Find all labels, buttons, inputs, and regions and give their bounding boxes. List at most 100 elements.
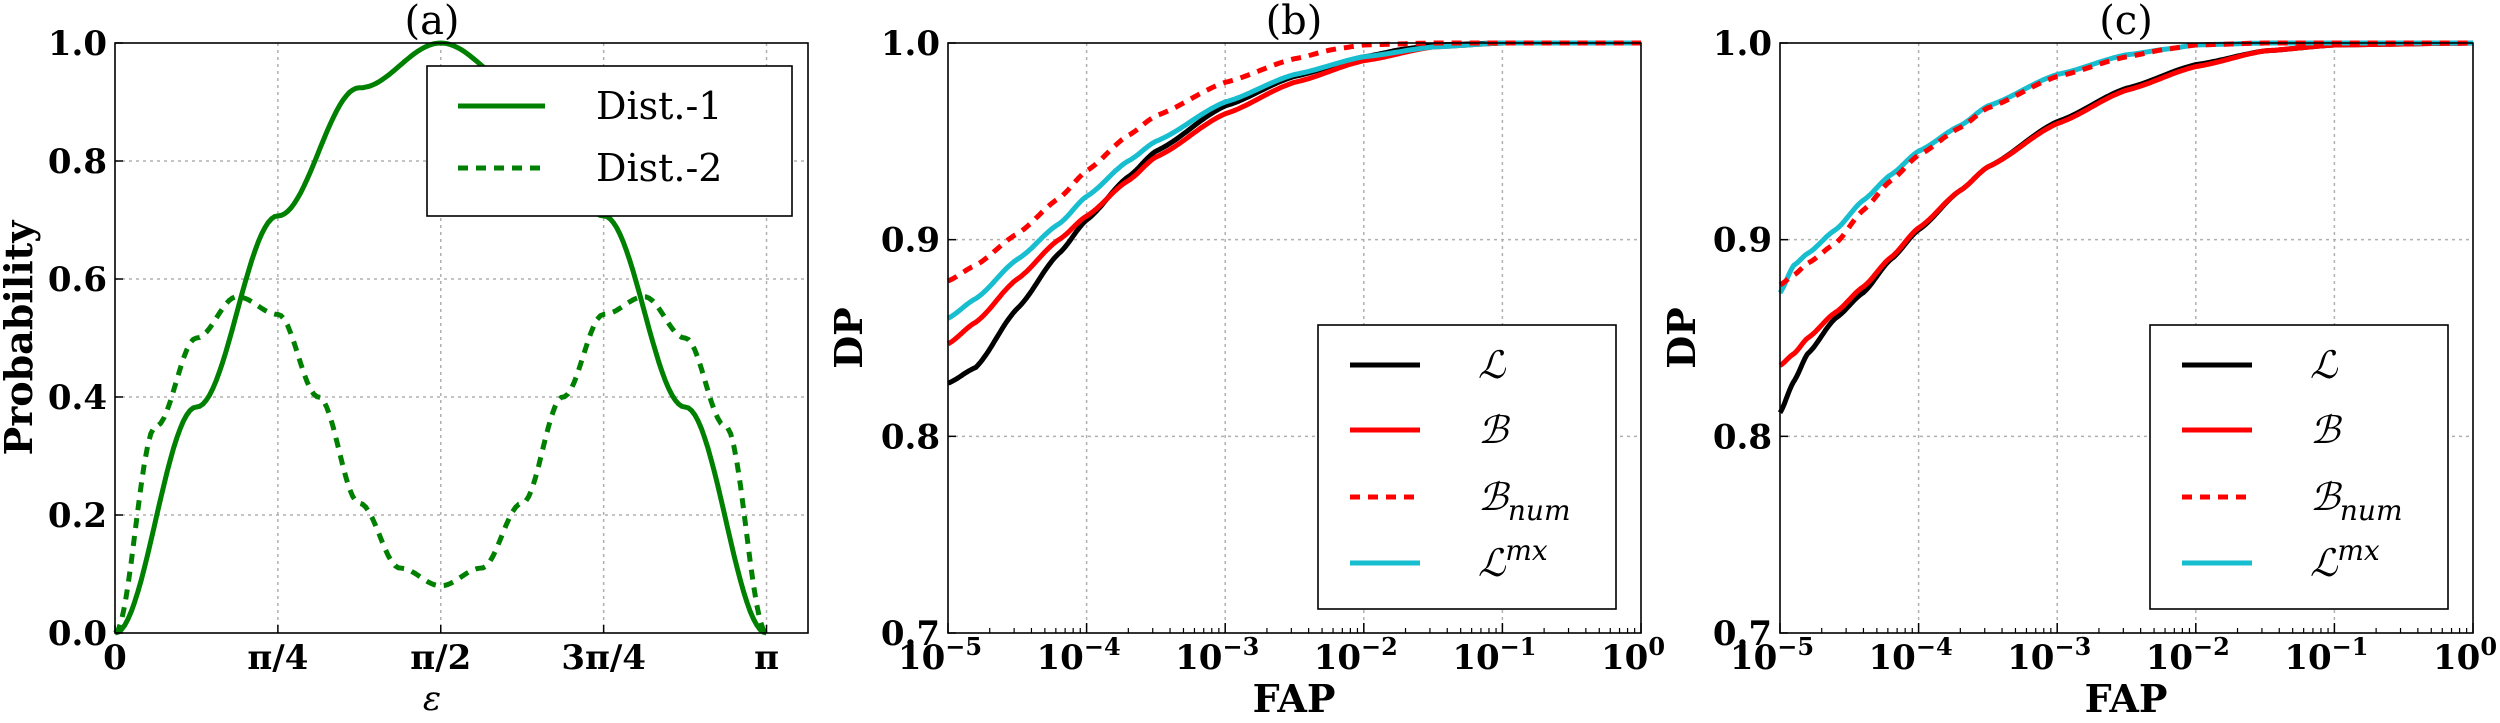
x-tick-label-exp: −5	[1777, 632, 1814, 661]
series-line-Lmx	[1777, 40, 2473, 295]
x-tick-label-exp: −1	[2332, 632, 2369, 661]
x-tick-label-base: 10	[898, 638, 945, 678]
x-tick-label-exp: −5	[945, 632, 982, 661]
panel-c-y-label: DP	[1659, 307, 1704, 369]
panel-b-frame	[947, 42, 1642, 634]
panel-c-lines	[1777, 40, 2474, 415]
legend-label-B: ℬ	[1478, 408, 1511, 452]
y-tick-label: 0.4	[48, 378, 107, 418]
legend-label-Lmx-c: ℒmx	[2310, 534, 2380, 585]
panel-c-x-ticks: 10−5 10−4 10−3 10−2 10−1 100	[1730, 623, 2497, 678]
panel-a-frame	[114, 42, 809, 634]
y-tick-label: 0.0	[48, 614, 107, 654]
panel-b-title: (b)	[1266, 0, 1323, 44]
y-tick-label: 0.2	[48, 496, 107, 536]
legend-label-Lmx-base: ℒ	[1478, 541, 1507, 585]
panel-c-title: (c)	[2099, 0, 2153, 44]
x-tick-label-base: 10	[1314, 638, 1361, 678]
panel-a-title: (a)	[404, 0, 459, 44]
panel-a-y-label: Probability	[0, 220, 41, 456]
y-tick-label: 0.7	[1713, 614, 1772, 654]
x-tick-label-base: 10	[1601, 638, 1648, 678]
series-line-Bnum	[946, 40, 1641, 284]
legend-label-Lmx-sup-c: mx	[2337, 534, 2380, 567]
panel-b-x-ticks: 10−5 10−4 10−3 10−2 10−1 100	[898, 623, 1665, 678]
x-tick-label-exp: −3	[1222, 632, 1259, 661]
legend-label-Bnum-c: ℬnum	[2310, 475, 2403, 527]
legend-label-B-c: ℬ	[2310, 408, 2343, 452]
series-line-Lmx	[946, 40, 1641, 321]
x-tick-label: 10−5	[1730, 632, 1814, 678]
x-tick-label: 10−2	[2146, 632, 2230, 678]
y-tick-label: 0.9	[881, 221, 940, 261]
panel-c-legend: ℒ ℬ ℬnum ℒmx	[2149, 324, 2449, 610]
series-line-B	[946, 40, 1641, 347]
x-tick-label: 0	[103, 638, 127, 678]
panel-c-frame	[1779, 42, 2474, 634]
legend-label-L-c: ℒ	[2310, 343, 2339, 387]
x-tick-label: 10−1	[2284, 632, 2368, 678]
series-line-Bnum	[1778, 40, 2473, 288]
legend-label-Bnum-base: ℬ	[1478, 475, 1511, 519]
y-tick-label: 1.0	[881, 24, 940, 64]
x-tick-label-exp: −2	[2193, 632, 2230, 661]
legend-label-Lmx-base-c: ℒ	[2310, 541, 2339, 585]
x-tick-label: 10−3	[1175, 632, 1259, 678]
x-tick-label-base: 10	[1452, 638, 1499, 678]
panel-b-y-label: DP	[826, 307, 871, 369]
x-tick-label: 10−4	[1869, 632, 1953, 678]
panel-a-x-ticks: 0 π/4 π/2 3π/4 π	[103, 625, 779, 678]
x-tick-label: 10−2	[1314, 632, 1398, 678]
panel-c-y-ticks: 0.7 0.8 0.9 1.0	[1713, 24, 1788, 654]
legend-label-dist2: Dist.-2	[596, 146, 723, 190]
panel-c-x-label: FAP	[2085, 676, 2168, 721]
legend-label-Lmx: ℒmx	[1478, 534, 1548, 585]
x-tick-label-base: 10	[1730, 638, 1777, 678]
panel-b-x-label: FAP	[1253, 676, 1336, 721]
panel-b: 0.70.80.91.0 10−5 10−4 10−3 10−2 10−1 100 (b)…	[826, 0, 1665, 721]
panel-a-x-label: ε	[423, 679, 441, 719]
x-tick-label-base: 10	[2284, 638, 2331, 678]
x-tick-label-exp: −4	[1084, 632, 1121, 661]
x-tick-label: 10−5	[898, 632, 982, 678]
legend-label-dist1: Dist.-1	[596, 84, 723, 128]
x-tick-label-base: 10	[1037, 638, 1084, 678]
x-tick-label-base: 10	[1175, 638, 1222, 678]
y-tick-label: 0.8	[48, 142, 107, 182]
panel-a-legend-box	[426, 65, 793, 217]
x-tick-label-base: 10	[1869, 638, 1916, 678]
legend-label-Lmx-sup: mx	[1505, 534, 1548, 567]
x-tick-label-base: 10	[2007, 638, 2054, 678]
x-tick-label-exp: 0	[2480, 632, 2497, 661]
panel-b-lines	[946, 40, 1641, 386]
x-tick-label: π/2	[410, 638, 471, 678]
panel-a-y-ticks: 0.0 0.2 0.4 0.6 0.8 1.0	[48, 24, 123, 654]
x-tick-label-exp: 0	[1648, 632, 1665, 661]
x-tick-label: 10−3	[2007, 632, 2091, 678]
x-tick-label-exp: −4	[1916, 632, 1953, 661]
y-tick-label: 1.0	[1713, 24, 1772, 64]
x-tick-label-base: 10	[2433, 638, 2480, 678]
x-tick-label: 10−4	[1037, 632, 1121, 678]
x-tick-label-base: 10	[2146, 638, 2193, 678]
legend-label-Bnum: ℬnum	[1478, 475, 1571, 527]
x-tick-label: 10−1	[1452, 632, 1536, 678]
legend-label-L: ℒ	[1478, 343, 1507, 387]
x-tick-label-exp: −2	[1361, 632, 1398, 661]
panel-a: 0.0 0.2 0.4 0.6 0.8 1.0 0 π/4 π/2 3π/4 π (a) Prob…	[0, 0, 809, 719]
panel-b-legend: ℒ ℬ ℬnum ℒmx	[1317, 324, 1617, 610]
y-tick-label: 1.0	[48, 24, 107, 64]
legend-label-Bnum-sub-c: num	[2340, 494, 2403, 527]
panel-a-legend: Dist.-1 Dist.-2	[426, 65, 793, 217]
y-tick-label: 0.7	[881, 614, 940, 654]
x-tick-label: π	[754, 638, 779, 678]
y-tick-label: 0.8	[1713, 417, 1772, 457]
panel-b-y-ticks: 0.7 0.8 0.9 1.0	[881, 24, 956, 654]
y-tick-label: 0.8	[881, 417, 940, 457]
x-tick-label: π/4	[247, 638, 308, 678]
legend-label-Bnum-sub: num	[1508, 494, 1571, 527]
legend-label-Bnum-base-c: ℬ	[2310, 475, 2343, 519]
x-tick-label-exp: −3	[2054, 632, 2091, 661]
panel-c: 0.70.80.91.0 10−5 10−4 10−3 10−2 10−1 100 (c)…	[1659, 0, 2497, 721]
